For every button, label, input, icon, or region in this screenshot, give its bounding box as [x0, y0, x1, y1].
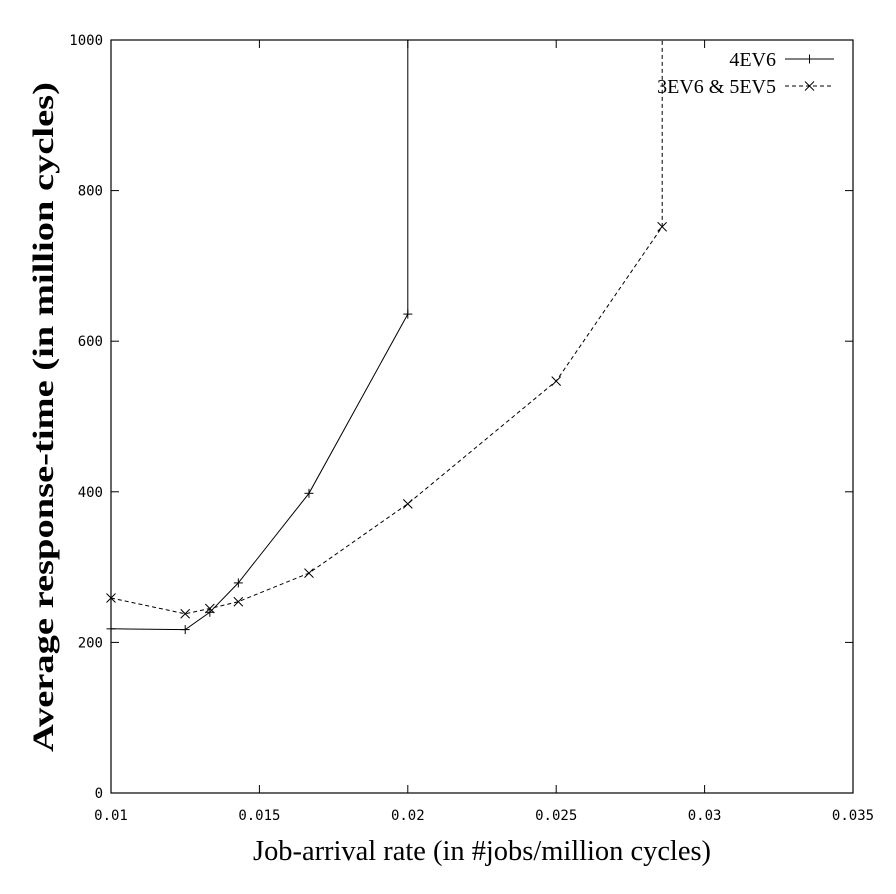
- legend-label: 3EV6 & 5EV5: [657, 76, 776, 98]
- x-tick-label: 0.025: [535, 808, 577, 824]
- plus-point: [180, 625, 190, 635]
- legend-label: 4EV6: [729, 49, 776, 71]
- series-layer: [106, 40, 668, 635]
- x-axis-title: Job-arrival rate (in #jobs/million cycle…: [253, 835, 711, 867]
- cross-point: [304, 568, 314, 578]
- y-tick-label: 1000: [69, 33, 103, 49]
- y-tick-label: 0: [95, 786, 103, 802]
- marker-stroke: [304, 568, 314, 578]
- marker-stroke: [233, 596, 244, 607]
- axis-ticks: 0.01 0.015 0.02 0.025 0.03 0.035 0 200 400 600 800…: [69, 33, 874, 824]
- cross-point: [657, 221, 668, 232]
- plus-point: [106, 624, 116, 634]
- marker-stroke: [402, 498, 413, 509]
- y-tick-label: 800: [78, 184, 103, 200]
- y-tick-label: 200: [78, 635, 103, 651]
- cross-point: [180, 608, 191, 619]
- cross-point: [402, 498, 413, 509]
- cross-point: [233, 596, 244, 607]
- cross-point: [551, 376, 562, 386]
- plus-point: [205, 607, 215, 617]
- plot-frame: [110, 39, 854, 794]
- plus-point: [805, 54, 814, 64]
- y-tick-label: 600: [78, 334, 103, 350]
- x-tick-label: 0.03: [688, 808, 722, 824]
- marker-stroke: [204, 603, 215, 614]
- x-tick-label: 0.035: [832, 808, 874, 824]
- y-tick-label: 400: [78, 485, 103, 501]
- plus-point: [403, 309, 413, 319]
- legend: 4EV6 3EV6 & 5EV5: [657, 49, 834, 98]
- marker-stroke: [551, 376, 562, 386]
- x-tick-label: 0.02: [391, 808, 425, 824]
- marker-stroke: [804, 81, 815, 91]
- y-axis-title: Average response-time (in million cycles…: [27, 82, 60, 752]
- x-tick-label: 0.015: [238, 808, 280, 824]
- x-tick-label: 0.01: [94, 808, 128, 824]
- marker-stroke: [180, 608, 191, 619]
- cross-point: [204, 603, 215, 614]
- cross-point: [804, 81, 815, 91]
- marker-stroke: [657, 221, 668, 232]
- plus-point: [233, 578, 243, 588]
- cross-point: [106, 593, 116, 603]
- plus-point: [304, 488, 314, 498]
- marker-stroke: [106, 593, 116, 603]
- series-line-1: [110, 40, 409, 631]
- series-line-2: [110, 40, 663, 615]
